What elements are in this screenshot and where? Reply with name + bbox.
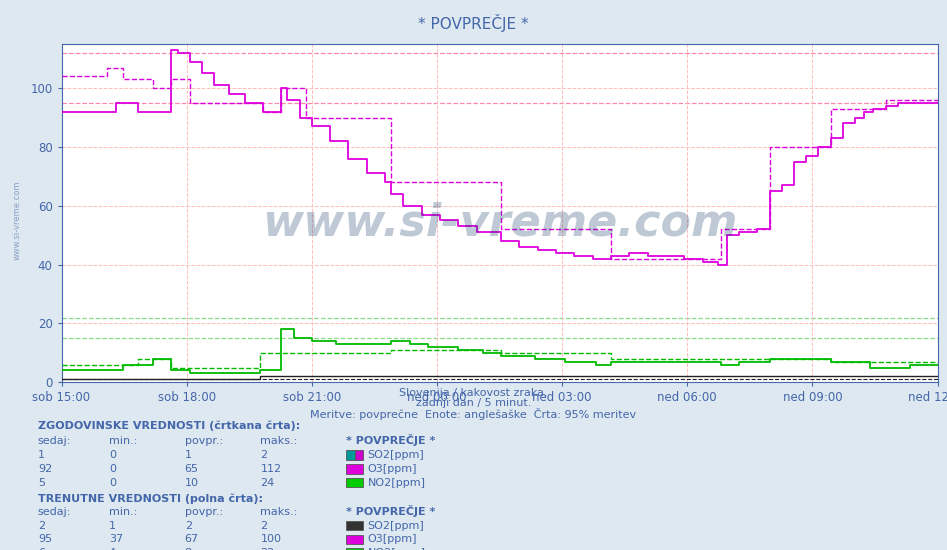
Text: NO2[ppm]: NO2[ppm] [367,477,425,488]
Text: O3[ppm]: O3[ppm] [367,464,417,474]
Text: O3[ppm]: O3[ppm] [367,534,417,544]
Text: 100: 100 [260,534,281,544]
Text: 2: 2 [260,450,268,460]
Text: SO2[ppm]: SO2[ppm] [367,450,424,460]
Text: 22: 22 [260,548,275,550]
Text: sedaj:: sedaj: [38,507,71,517]
Text: 2: 2 [38,520,45,531]
Text: 5: 5 [38,477,45,488]
Text: 65: 65 [185,464,199,474]
Text: ZGODOVINSKE VREDNOSTI (črtkana črta):: ZGODOVINSKE VREDNOSTI (črtkana črta): [38,421,300,431]
Text: 4: 4 [109,548,116,550]
Text: 95: 95 [38,534,52,544]
Text: 37: 37 [109,534,123,544]
Text: 0: 0 [109,477,116,488]
Text: 10: 10 [185,477,199,488]
Text: 1: 1 [38,450,45,460]
Text: povpr.:: povpr.: [185,507,223,517]
Text: www.si-vreme.com: www.si-vreme.com [12,180,22,260]
Text: sedaj:: sedaj: [38,436,71,447]
Text: min.:: min.: [109,507,137,517]
Text: SO2[ppm]: SO2[ppm] [367,520,424,531]
Text: * POVPREČJE *: * POVPREČJE * [419,14,528,32]
Text: povpr.:: povpr.: [185,436,223,447]
Text: maks.:: maks.: [260,436,297,447]
Text: Slovenija / kakovost zraka.: Slovenija / kakovost zraka. [400,388,547,398]
Text: Meritve: povprečne  Enote: anglešaške  Črta: 95% meritev: Meritve: povprečne Enote: anglešaške Črt… [311,408,636,420]
Text: 0: 0 [109,450,116,460]
Text: maks.:: maks.: [260,507,297,517]
Text: zadnji dan / 5 minut.: zadnji dan / 5 minut. [416,398,531,408]
Text: 0: 0 [109,464,116,474]
Text: 6: 6 [38,548,45,550]
Text: 112: 112 [260,464,281,474]
Text: 2: 2 [260,520,268,531]
Text: 2: 2 [185,520,192,531]
Text: 1: 1 [109,520,116,531]
Text: NO2[ppm]: NO2[ppm] [367,548,425,550]
Text: * POVPREČJE *: * POVPREČJE * [346,505,435,517]
Text: * POVPREČJE *: * POVPREČJE * [346,434,435,447]
Text: 1: 1 [185,450,191,460]
Text: 24: 24 [260,477,275,488]
Text: TRENUTNE VREDNOSTI (polna črta):: TRENUTNE VREDNOSTI (polna črta): [38,494,263,504]
Text: min.:: min.: [109,436,137,447]
Text: 67: 67 [185,534,199,544]
Text: 8: 8 [185,548,192,550]
Text: www.si-vreme.com: www.si-vreme.com [261,202,738,245]
Text: 92: 92 [38,464,52,474]
